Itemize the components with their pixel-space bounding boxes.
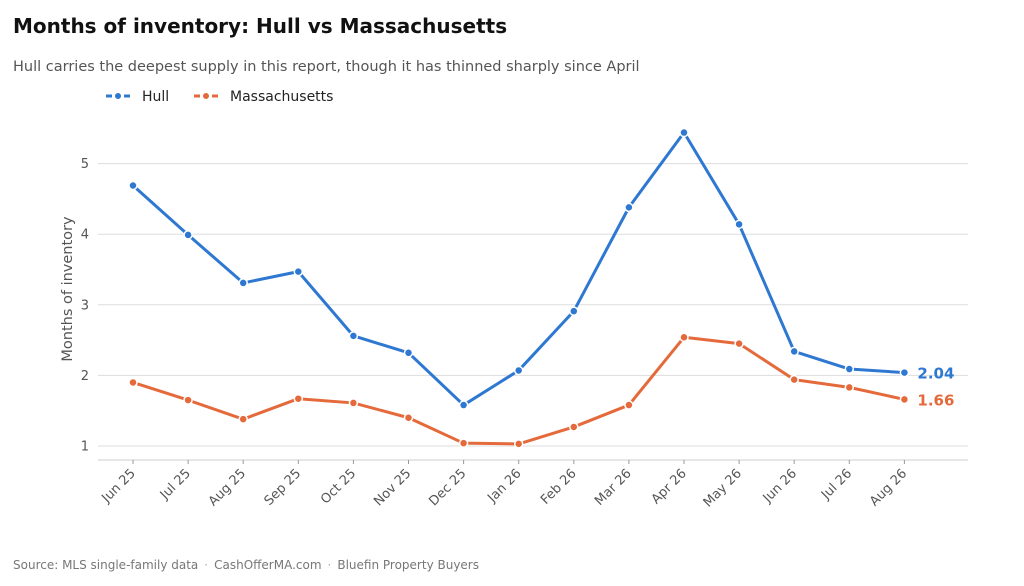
data-point bbox=[624, 400, 634, 410]
data-point bbox=[128, 180, 138, 191]
source-company: Bluefin Property Buyers bbox=[337, 558, 479, 572]
source-separator: · bbox=[204, 558, 209, 572]
data-point bbox=[734, 219, 744, 230]
series-line-hull bbox=[131, 131, 906, 407]
y-tick-label: 1 bbox=[81, 440, 89, 455]
legend-label: Massachusetts bbox=[230, 89, 333, 105]
x-tick-label: Jun 26 bbox=[760, 466, 800, 506]
data-point bbox=[458, 400, 469, 410]
data-point bbox=[569, 306, 579, 316]
x-tick-label: Mar 26 bbox=[592, 466, 635, 509]
data-point bbox=[403, 413, 414, 423]
y-tick-label: 3 bbox=[81, 298, 89, 313]
data-point bbox=[513, 439, 524, 449]
x-tick-label: Jul 25 bbox=[157, 466, 194, 503]
source-text: Source: MLS single-family data bbox=[13, 558, 199, 572]
x-tick-label: Nov 25 bbox=[371, 466, 414, 509]
chart-subtitle: Hull carries the deepest supply in this … bbox=[13, 59, 640, 75]
data-point bbox=[348, 331, 359, 341]
data-point bbox=[293, 266, 304, 277]
data-point bbox=[734, 338, 744, 349]
x-tick-label: Dec 25 bbox=[426, 466, 469, 509]
legend-swatch-marker bbox=[202, 92, 210, 100]
data-point bbox=[238, 278, 248, 288]
data-point bbox=[569, 422, 579, 432]
x-tick-label: Jul 26 bbox=[818, 466, 855, 503]
x-tick-label: Oct 25 bbox=[318, 466, 359, 507]
data-point bbox=[238, 414, 248, 424]
data-point bbox=[789, 374, 799, 385]
data-point bbox=[789, 346, 799, 357]
data-point bbox=[679, 332, 689, 343]
y-tick-label: 2 bbox=[81, 369, 89, 384]
x-tick-label: Jan 26 bbox=[484, 466, 524, 506]
data-point bbox=[403, 348, 414, 358]
x-tick-label: Apr 26 bbox=[649, 466, 690, 507]
x-tick-label: May 26 bbox=[701, 466, 745, 510]
chart-title: Months of inventory: Hull vs Massachuset… bbox=[13, 14, 508, 38]
data-point bbox=[624, 202, 634, 213]
data-point bbox=[128, 377, 138, 388]
series-line-massachusetts bbox=[131, 335, 906, 446]
data-point bbox=[293, 393, 304, 404]
data-point bbox=[458, 438, 469, 448]
data-point bbox=[679, 127, 689, 138]
legend-label: Hull bbox=[142, 89, 169, 105]
end-value-label: 1.66 bbox=[917, 391, 954, 409]
source-separator: · bbox=[327, 558, 332, 572]
x-tick-label: Aug 25 bbox=[206, 466, 249, 509]
y-tick-label: 4 bbox=[81, 228, 89, 243]
source-footer: Source: MLS single-family data · CashOffer… bbox=[13, 558, 479, 572]
data-point bbox=[844, 364, 855, 374]
data-point bbox=[183, 230, 193, 240]
x-tick-label: Jun 25 bbox=[99, 466, 139, 506]
data-point bbox=[899, 367, 910, 378]
legend-swatch-marker bbox=[114, 92, 122, 100]
y-axis-title: Months of inventory bbox=[60, 216, 76, 362]
source-site: CashOfferMA.com bbox=[214, 558, 322, 572]
x-tick-label: Sep 25 bbox=[262, 466, 305, 509]
data-point bbox=[844, 382, 855, 393]
data-point bbox=[513, 365, 524, 376]
data-point bbox=[183, 395, 193, 405]
end-value-label: 2.04 bbox=[917, 365, 954, 383]
data-point bbox=[899, 394, 910, 405]
x-tick-label: Feb 26 bbox=[538, 466, 580, 508]
x-tick-label: Aug 26 bbox=[867, 466, 910, 509]
data-point bbox=[348, 398, 359, 408]
y-tick-label: 5 bbox=[81, 157, 89, 172]
